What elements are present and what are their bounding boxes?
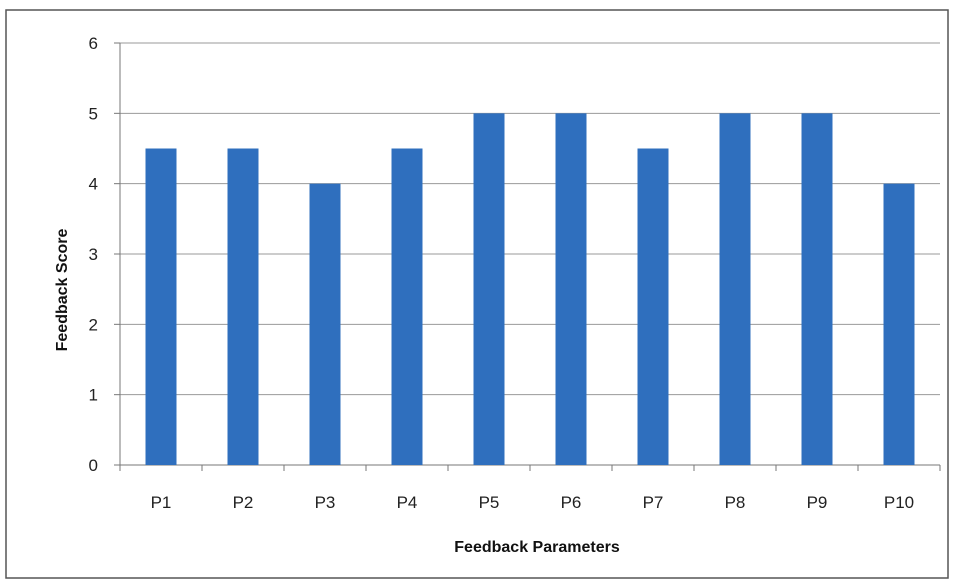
x-tick-label: P10	[884, 493, 914, 512]
bar-p10	[883, 183, 915, 465]
bar-p2	[227, 148, 259, 465]
y-tick-label: 3	[89, 245, 98, 264]
x-axis-title: Feedback Parameters	[454, 539, 620, 556]
bar-p6	[555, 113, 587, 465]
y-tick-label: 6	[89, 34, 98, 53]
x-tick-label: P4	[397, 493, 418, 512]
x-tick-label: P2	[233, 493, 254, 512]
x-tick-label: P6	[561, 493, 582, 512]
x-tick-label: P3	[315, 493, 336, 512]
y-axis-title: Feedback Score	[54, 229, 71, 352]
bar-p7	[637, 148, 669, 465]
x-tick-label: P7	[643, 493, 664, 512]
bar-p1	[145, 148, 177, 465]
y-tick-label: 0	[89, 456, 98, 475]
x-tick-label: P5	[479, 493, 500, 512]
x-tick-label: P8	[725, 493, 746, 512]
bars	[145, 113, 915, 465]
bar-p9	[801, 113, 833, 465]
y-tick-label: 2	[89, 315, 98, 334]
y-tick-label: 1	[89, 386, 98, 405]
bar-p4	[391, 148, 423, 465]
x-tick-label: P9	[807, 493, 828, 512]
y-tick-label: 4	[89, 175, 98, 194]
tick-labels: 0 1 2 3 4 5 6 P1 P2 P3 P4 P5 P6 P7 P8 P9 P10	[89, 34, 915, 512]
bar-p3	[309, 183, 341, 465]
bar-p8	[719, 113, 751, 465]
bar-p5	[473, 113, 505, 465]
x-tick-label: P1	[151, 493, 172, 512]
y-tick-label: 5	[89, 104, 98, 123]
